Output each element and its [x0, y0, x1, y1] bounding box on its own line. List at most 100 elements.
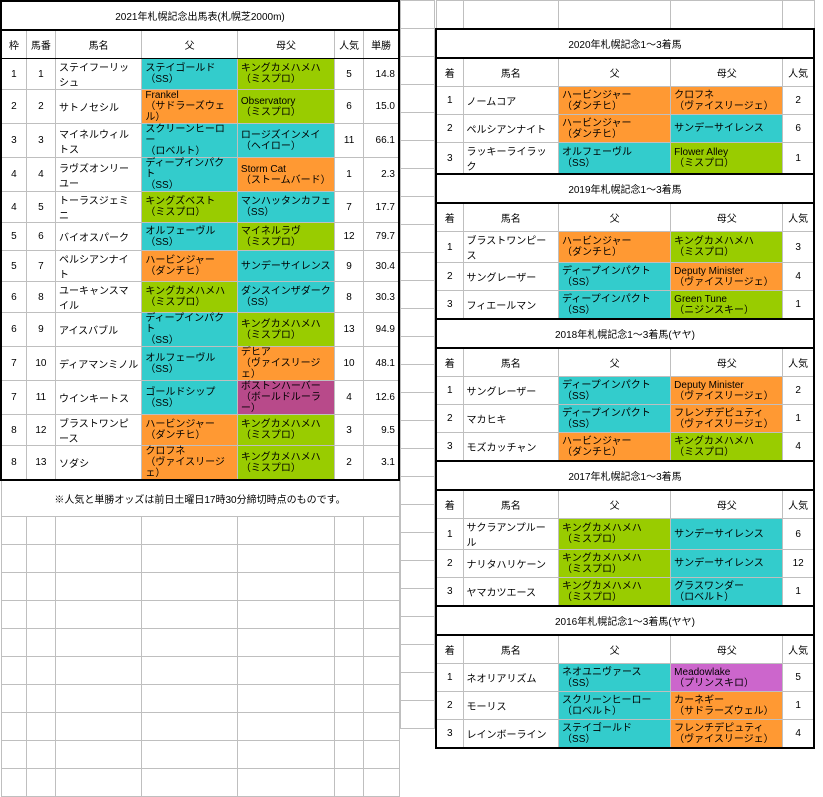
- cell-odds: 30.4: [364, 251, 399, 282]
- cell-umaban: 13: [26, 446, 55, 481]
- blank-cell: [401, 197, 435, 225]
- cell-damsire: フレンチデピュティ（ヴァイスリージェ）: [671, 720, 783, 749]
- cell-popularity: 6: [783, 115, 814, 143]
- cell-popularity: 1: [783, 291, 814, 320]
- cell-horse-name: ペルシアンナイト: [55, 251, 141, 282]
- cell-umaban: 11: [26, 381, 55, 415]
- cell-waku: 4: [1, 158, 26, 192]
- blank-cell: [401, 29, 435, 57]
- cell-place: 1: [436, 87, 463, 115]
- blank-cell: [401, 617, 435, 645]
- cell-damsire: マイネルラヴ（ミスプロ）: [237, 223, 334, 251]
- cell-sire: オルフェーヴル（SS）: [142, 347, 238, 381]
- cell-popularity: 4: [783, 263, 814, 291]
- blank-cell: [401, 113, 435, 141]
- blank-cell: [401, 505, 435, 533]
- cell-umaban: 9: [26, 313, 55, 347]
- right-header: 父: [559, 203, 671, 232]
- left-header: 父: [142, 30, 238, 59]
- cell-horse-name: ウインキートス: [55, 381, 141, 415]
- cell-horse-name: ユーキャンスマイル: [55, 282, 141, 313]
- right-header: 馬名: [463, 635, 559, 664]
- cell-place: 2: [436, 115, 463, 143]
- cell-sire: キングカメハメハ（ミスプロ）: [142, 282, 238, 313]
- cell-damsire: Deputy Minister（ヴァイスリージェ）: [671, 377, 783, 405]
- cell-waku: 8: [1, 415, 26, 446]
- cell-popularity: 9: [335, 251, 364, 282]
- cell-waku: 7: [1, 381, 26, 415]
- cell-horse-name: ヤマカツエース: [463, 578, 559, 607]
- cell-damsire: カーネギー（サドラーズウェル）: [671, 692, 783, 720]
- right-header: 着: [436, 348, 463, 377]
- blank-cell: [401, 281, 435, 309]
- cell-place: 3: [436, 291, 463, 320]
- blank-cell: [401, 169, 435, 197]
- right-header: 父: [559, 58, 671, 87]
- cell-odds: 12.6: [364, 381, 399, 415]
- cell-horse-name: ナリタハリケーン: [463, 550, 559, 578]
- blank-cell: [401, 225, 435, 253]
- spreadsheet: 2021年札幌記念出馬表(札幌芝2000m)枠馬番馬名父母父人気単勝11ステイフ…: [0, 0, 823, 797]
- cell-umaban: 12: [26, 415, 55, 446]
- cell-popularity: 11: [335, 124, 364, 158]
- right-header: 馬名: [463, 348, 559, 377]
- cell-damsire: マンハッタンカフェ（SS）: [237, 192, 334, 223]
- cell-damsire: Flower Alley（ミスプロ）: [671, 143, 783, 175]
- right-block-title: 2016年札幌記念1～3着馬(ヤヤ): [436, 606, 814, 635]
- left-title: 2021年札幌記念出馬表(札幌芝2000m): [1, 1, 399, 30]
- right-header: 母父: [671, 490, 783, 519]
- cell-odds: 14.8: [364, 59, 399, 90]
- cell-horse-name: ディアマンミノル: [55, 347, 141, 381]
- blank-cell: [401, 337, 435, 365]
- cell-place: 2: [436, 405, 463, 433]
- cell-umaban: 3: [26, 124, 55, 158]
- cell-damsire: サンデーサイレンス: [671, 115, 783, 143]
- cell-popularity: 1: [335, 158, 364, 192]
- left-header: 枠: [1, 30, 26, 59]
- cell-popularity: 3: [335, 415, 364, 446]
- right-column: 2020年札幌記念1～3着馬着馬名父母父人気1ノームコアハービンジャー（ダンチヒ…: [435, 0, 815, 797]
- cell-damsire: クロフネ（ヴァイスリージェ）: [671, 87, 783, 115]
- cell-horse-name: サングレーザー: [463, 263, 559, 291]
- cell-horse-name: マイネルウィルトス: [55, 124, 141, 158]
- cell-odds: 48.1: [364, 347, 399, 381]
- cell-waku: 8: [1, 446, 26, 481]
- right-header: 人気: [783, 58, 814, 87]
- cell-horse-name: ペルシアンナイト: [463, 115, 559, 143]
- cell-popularity: 2: [783, 377, 814, 405]
- cell-horse-name: マカヒキ: [463, 405, 559, 433]
- cell-waku: 3: [1, 124, 26, 158]
- right-header: 着: [436, 203, 463, 232]
- cell-popularity: 12: [783, 550, 814, 578]
- blank-cell: [401, 701, 435, 729]
- cell-horse-name: モズカッチャン: [463, 433, 559, 462]
- cell-popularity: 4: [783, 433, 814, 462]
- cell-horse-name: レインボーライン: [463, 720, 559, 749]
- cell-umaban: 10: [26, 347, 55, 381]
- cell-horse-name: ブラストワンピース: [55, 415, 141, 446]
- cell-popularity: 6: [783, 519, 814, 550]
- right-header: 母父: [671, 58, 783, 87]
- cell-waku: 5: [1, 223, 26, 251]
- blank-cell: [401, 309, 435, 337]
- blank-cell: [401, 477, 435, 505]
- cell-popularity: 6: [335, 90, 364, 124]
- blank-cell: [401, 449, 435, 477]
- cell-damsire: キングカメハメハ（ミスプロ）: [671, 232, 783, 263]
- right-header: 着: [436, 490, 463, 519]
- cell-damsire: ロージズインメイ（ヘイロー）: [237, 124, 334, 158]
- cell-sire: ハービンジャー（ダンチヒ）: [559, 115, 671, 143]
- cell-popularity: 8: [335, 282, 364, 313]
- blank-cell: [401, 1, 435, 29]
- cell-horse-name: フィエールマン: [463, 291, 559, 320]
- right-header: 馬名: [463, 490, 559, 519]
- cell-damsire: サンデーサイレンス: [671, 550, 783, 578]
- right-block-title: 2020年札幌記念1～3着馬: [436, 29, 814, 58]
- cell-waku: 2: [1, 90, 26, 124]
- right-header: 父: [559, 635, 671, 664]
- blank-cell: [401, 141, 435, 169]
- cell-waku: 6: [1, 313, 26, 347]
- cell-place: 3: [436, 578, 463, 607]
- cell-popularity: 10: [335, 347, 364, 381]
- cell-popularity: 4: [335, 381, 364, 415]
